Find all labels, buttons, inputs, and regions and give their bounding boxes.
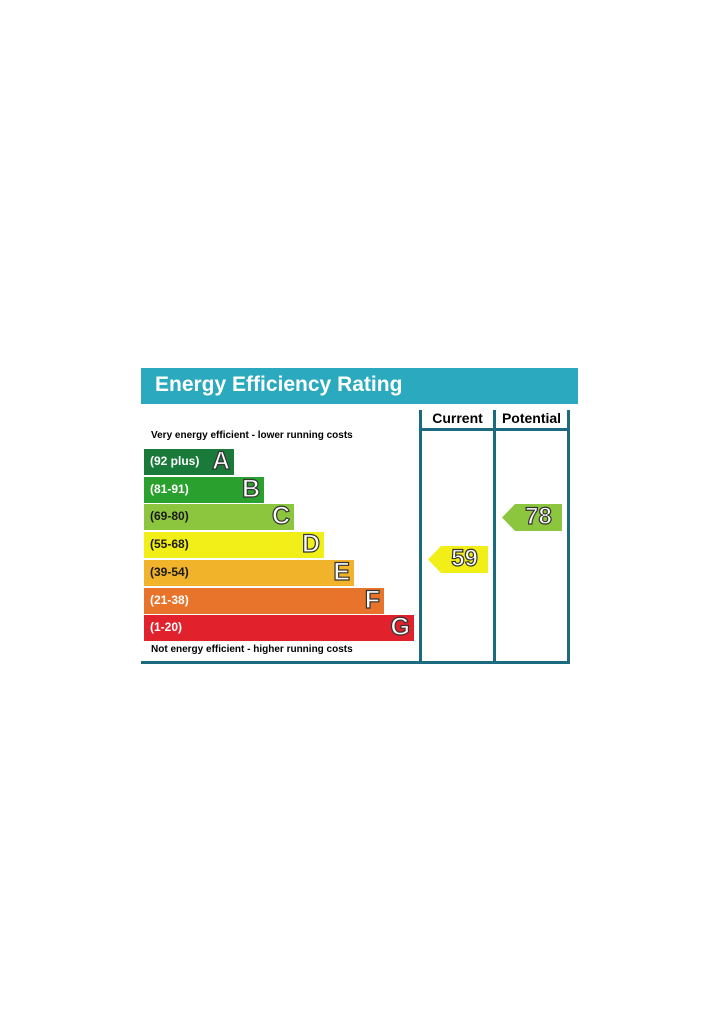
band-range-label: (21-38)	[150, 592, 189, 607]
top-note: Very energy efficient - lower running co…	[151, 430, 353, 441]
band-b: (81-91) B	[144, 474, 264, 503]
band-e: (39-54) E	[144, 557, 354, 586]
divider-middle	[493, 410, 496, 663]
current-rating-arrow-value: 59	[451, 544, 479, 572]
band-range-label: (39-54)	[150, 564, 189, 579]
band-c: (69-80) C	[144, 502, 294, 531]
band-letter-label: C	[271, 502, 290, 531]
band-d: (55-68) D	[144, 529, 324, 559]
band-range-label: (55-68)	[150, 537, 189, 552]
band-f: (21-38) F	[144, 585, 384, 614]
current-rating-arrow: 59	[428, 544, 488, 573]
band-range-label: (69-80)	[150, 509, 189, 524]
chart-title: Energy Efficiency Rating	[155, 373, 403, 396]
band-letter-label: A	[211, 446, 230, 475]
band-range-label: (81-91)	[150, 481, 189, 496]
current-rating-arrow-shape	[428, 545, 488, 573]
band-letter-label: D	[301, 529, 320, 559]
current-column-header: Current	[432, 410, 483, 426]
potential-rating-arrow: 78	[502, 503, 562, 532]
energy-efficiency-chart: Energy Efficiency Rating Current Potenti…	[141, 368, 578, 666]
divider-right	[567, 410, 570, 663]
band-letter-label: F	[364, 585, 381, 614]
band-g: (1-20) G	[144, 613, 414, 642]
bottom-note: Not energy efficient - higher running co…	[151, 644, 353, 655]
bottom-border	[141, 661, 570, 664]
divider-left	[419, 410, 422, 663]
header-underline	[419, 428, 570, 431]
band-letter-label: B	[241, 474, 260, 503]
potential-rating-arrow-value: 78	[525, 503, 553, 531]
band-range-label: (1-20)	[150, 620, 183, 635]
potential-rating-arrow-shape	[502, 504, 562, 532]
title-bar: Energy Efficiency Rating	[141, 368, 578, 404]
band-a: (92 plus) A	[144, 446, 234, 476]
band-letter-label: G	[390, 613, 411, 642]
potential-column-header: Potential	[501, 410, 562, 426]
band-range-label: (92 plus)	[150, 454, 200, 468]
band-letter-label: E	[333, 557, 351, 586]
